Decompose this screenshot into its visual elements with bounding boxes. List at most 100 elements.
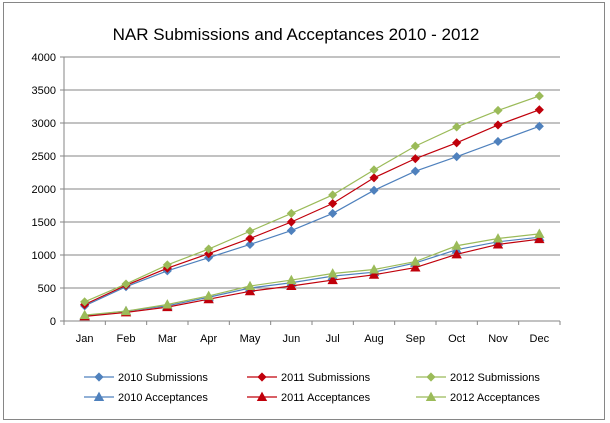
- data-point: [493, 105, 503, 116]
- y-tick-label: 3000: [32, 118, 56, 130]
- data-point: [451, 240, 462, 250]
- y-tick-label: 2000: [32, 184, 56, 196]
- data-point: [534, 105, 544, 115]
- y-tick-label: 0: [50, 316, 56, 328]
- data-point: [286, 280, 297, 291]
- series-line: [84, 109, 540, 306]
- x-tick-label: Jul: [326, 333, 340, 345]
- legend-marker: [426, 372, 436, 382]
- data-point: [286, 274, 297, 285]
- data-point: [327, 268, 338, 278]
- series-line: [84, 233, 540, 316]
- data-point: [410, 262, 421, 272]
- data-point: [162, 260, 172, 270]
- data-point: [286, 208, 296, 218]
- x-tick-label: May: [240, 333, 261, 345]
- data-point: [328, 190, 338, 200]
- data-point: [121, 279, 131, 289]
- chart-title: NAR Submissions and Acceptances 2010 - 2…: [113, 25, 480, 44]
- legend-marker: [94, 372, 104, 382]
- y-tick-label: 1500: [32, 217, 56, 229]
- x-tick-label: Dec: [530, 333, 550, 345]
- data-point: [369, 173, 379, 183]
- series-line: [84, 236, 540, 317]
- data-point: [245, 239, 255, 250]
- x-tick-label: Jun: [282, 333, 300, 345]
- data-point: [79, 309, 90, 320]
- y-tick-label: 4000: [32, 52, 56, 64]
- data-point: [204, 244, 214, 254]
- data-point: [534, 121, 544, 131]
- gridlines: [64, 56, 560, 289]
- data-point: [204, 249, 214, 259]
- legend-label: 2010 Submissions: [118, 372, 208, 384]
- legend-marker: [256, 391, 268, 402]
- legend-entry: 2012 Submissions: [416, 372, 540, 384]
- legend-entry: 2010 Acceptances: [84, 391, 208, 404]
- data-point: [452, 138, 462, 148]
- y-tick-label: 3500: [32, 85, 56, 97]
- y-tick-label: 500: [38, 283, 56, 295]
- legend-marker: [257, 372, 267, 382]
- x-tick-label: Feb: [117, 333, 136, 345]
- data-point: [369, 185, 379, 195]
- data-point: [328, 208, 338, 218]
- data-point: [410, 166, 420, 176]
- legend-marker: [425, 391, 437, 402]
- series-line: [84, 125, 540, 307]
- data-point: [245, 233, 255, 244]
- legend-label: 2010 Acceptances: [118, 392, 208, 404]
- y-tick-label: 2500: [32, 151, 56, 163]
- legend: 2010 Submissions 2011 Submissions 2012 Sub…: [84, 372, 540, 404]
- data-point: [452, 152, 462, 162]
- y-tick-label: 1000: [32, 250, 56, 262]
- data-point: [244, 280, 256, 291]
- data-point: [245, 226, 255, 236]
- legend-entry: 2011 Acceptances: [247, 391, 371, 404]
- legend-entry: 2012 Acceptances: [416, 391, 540, 404]
- x-axis-ticks: Jan Feb Mar Apr May Jun Jul Aug Sep Oct Nov Dec: [76, 333, 550, 345]
- data-point: [451, 249, 462, 259]
- series-line: [84, 238, 540, 317]
- data-point: [286, 226, 296, 236]
- x-tick-label: Nov: [488, 333, 508, 345]
- data-point: [203, 290, 214, 300]
- y-axis-ticks: 0 500 1000 1500 2000 2500 3000 3500 4000: [32, 52, 56, 328]
- legend-label: 2011 Submissions: [281, 372, 371, 384]
- data-point: [328, 198, 338, 209]
- data-point: [410, 141, 420, 151]
- data-point: [286, 217, 296, 227]
- legend-label: 2012 Submissions: [450, 372, 540, 384]
- data-point: [327, 274, 338, 285]
- data-point: [492, 233, 504, 243]
- data-point: [410, 154, 420, 164]
- x-tick-label: Sep: [406, 333, 426, 345]
- series-2011-submissions: [80, 105, 544, 310]
- series: [79, 91, 545, 321]
- data-point: [80, 297, 90, 307]
- x-tick-label: Jan: [76, 333, 94, 345]
- data-point: [492, 239, 504, 249]
- series-2012-acceptances: [79, 228, 545, 320]
- x-tick-label: Apr: [200, 333, 217, 345]
- data-point: [368, 269, 380, 279]
- x-tick-label: Mar: [158, 333, 177, 345]
- data-point: [244, 285, 256, 296]
- legend-marker: [93, 391, 105, 402]
- data-point: [534, 228, 545, 238]
- legend-label: 2012 Acceptances: [450, 392, 540, 404]
- x-tick-label: Oct: [448, 333, 465, 345]
- data-point: [368, 264, 380, 274]
- legend-entry: 2011 Submissions: [247, 372, 371, 384]
- data-point: [410, 256, 421, 266]
- data-point: [534, 91, 544, 101]
- series-line: [84, 95, 540, 303]
- series-2010-submissions: [80, 121, 544, 311]
- line-chart: NAR Submissions and Acceptances 2010 - 2…: [32, 25, 561, 404]
- data-point: [162, 299, 173, 309]
- chart-frame: NAR Submissions and Acceptances 2010 - 2…: [3, 2, 605, 420]
- data-point: [369, 165, 379, 175]
- axes: [60, 56, 561, 325]
- data-point: [534, 233, 545, 244]
- series-2012-submissions: [80, 91, 544, 307]
